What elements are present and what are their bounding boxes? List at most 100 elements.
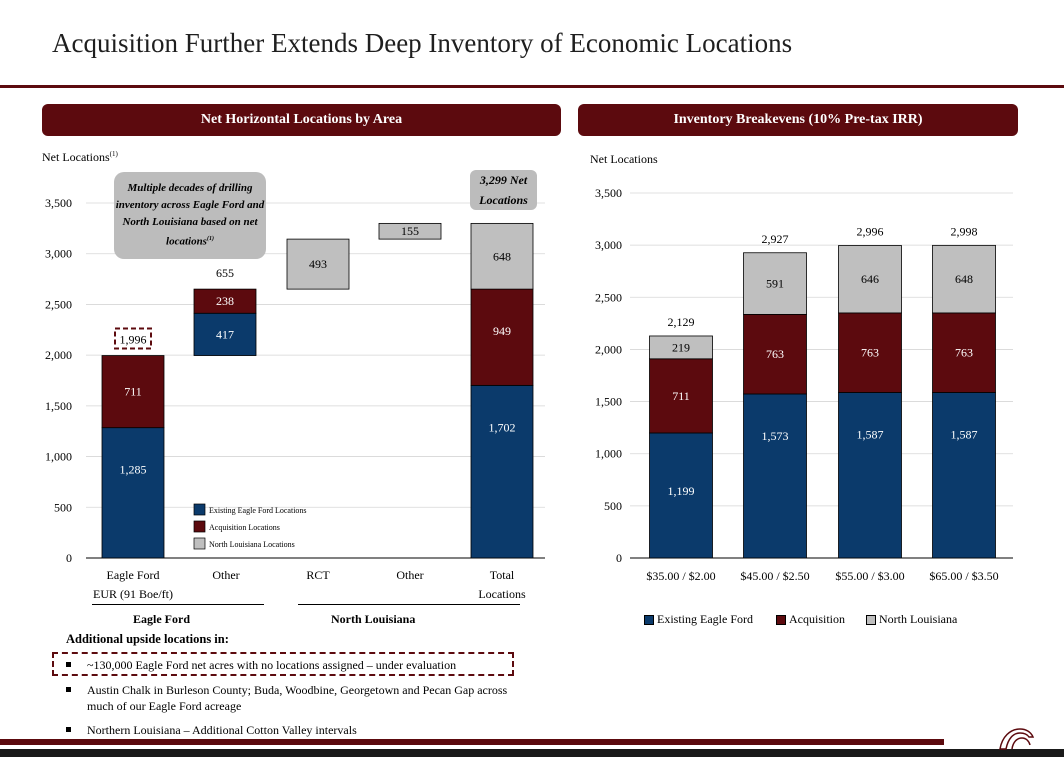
bar-value-label: 417 [216, 327, 234, 341]
x-tick-label: $55.00 / $3.00 [835, 569, 904, 583]
y-tick-label: 1,000 [595, 447, 622, 461]
north-louisiana-group-rule [298, 604, 520, 605]
y-tick-label: 2,000 [595, 342, 622, 356]
company-logo-icon [999, 728, 1035, 750]
bar-segment [743, 252, 807, 315]
bar-value-label: 648 [493, 249, 511, 263]
bar-value-label: 1,199 [668, 484, 695, 498]
x-label-line: Other [396, 568, 424, 582]
y-tick-label: 3,000 [45, 247, 72, 261]
legend-swatch [193, 503, 206, 516]
bullet-marker [66, 661, 71, 667]
right-legend-existing: Existing Eagle Ford [644, 612, 753, 627]
y-tick-label: 2,500 [45, 297, 72, 311]
total-callout-line2: Locations [479, 193, 528, 207]
bar-segment [743, 393, 807, 559]
bar-segment [470, 384, 534, 559]
left-panel-header: Net Horizontal Locations by Area [42, 104, 561, 136]
x-tick-label: $65.00 / $3.50 [929, 569, 998, 583]
bar-value-label: 711 [124, 385, 142, 399]
bar-value-label: 591 [766, 277, 784, 291]
bullet-text: Northern Louisiana – Additional Cotton V… [87, 723, 357, 737]
legend-swatch-north-louisiana [866, 614, 876, 625]
y-tick-label: 3,500 [595, 186, 622, 200]
upside-title: Additional upside locations in: [66, 632, 229, 646]
bar-segment [649, 358, 713, 434]
legend-label: Existing Eagle Ford Locations [209, 506, 307, 515]
bar-segment [932, 312, 996, 393]
bar-segment [101, 427, 165, 559]
total-net-locations-callout: 3,299 Net Locations [470, 170, 537, 210]
right-legend-acquisition: Acquisition [776, 612, 845, 627]
bullet-text: ~130,000 Eagle Ford net acres with no lo… [87, 658, 457, 672]
bar-value-label: 648 [955, 272, 973, 286]
bar-segment [838, 392, 902, 559]
left-y-axis-title: Net Locations(1) [42, 150, 118, 165]
bottom-strip [0, 749, 1064, 757]
legend-label: Acquisition Locations [209, 523, 280, 532]
callout-footnote: (1) [206, 236, 214, 243]
x-tick-label: $45.00 / $2.50 [740, 569, 809, 583]
slide-title: Acquisition Further Extends Deep Invento… [52, 28, 793, 58]
bullet-text: Austin Chalk in Burleson County; Buda, W… [87, 683, 508, 713]
legend-swatch [193, 520, 206, 533]
bar-total-label: 2,996 [857, 225, 884, 239]
left-x-label-other-nl: Other [360, 566, 460, 585]
y-tick-label: 3,000 [595, 238, 622, 252]
legend-swatch [193, 537, 206, 550]
x-label-line: EUR (91 Boe/ft) [93, 587, 173, 601]
bar-value-label: 711 [672, 389, 690, 403]
bar-segment [286, 238, 350, 290]
bar-segment [378, 222, 442, 240]
bar-value-label: 949 [493, 324, 511, 338]
upside-highlight-box [52, 652, 514, 676]
legend-label: Existing Eagle Ford [657, 612, 753, 626]
upside-bullet: ~130,000 Eagle Ford net acres with no lo… [66, 657, 456, 673]
bar-value-label: 1,702 [489, 420, 516, 434]
left-chart: 0 500 1,000 1,500 2,000 2,500 3,000 3,500 1,285 7… [45, 196, 545, 565]
y-tick-label: 0 [66, 551, 72, 565]
bullet-marker [66, 726, 71, 732]
y-tick-label: 2,500 [595, 290, 622, 304]
left-y-axis-title-text: Net Locations [42, 150, 110, 164]
bar-value-label: 763 [766, 347, 784, 361]
bar-value-label: 763 [861, 346, 879, 360]
left-x-label-eagle-ford: Eagle Ford EUR (91 Boe/ft) [83, 566, 183, 604]
right-panel-header: Inventory Breakevens (10% Pre-tax IRR) [578, 104, 1018, 136]
total-callout-line1: 3,299 Net [479, 173, 528, 187]
y-tick-label: 2,000 [45, 348, 72, 362]
legend-swatch-existing [644, 614, 654, 625]
bar-value-label: 493 [309, 257, 327, 271]
bar-value-label: 763 [955, 346, 973, 360]
drilling-decades-callout: Multiple decades of drilling inventory a… [114, 172, 266, 259]
y-tick-label: 3,500 [45, 196, 72, 210]
y-tick-label: 1,500 [595, 395, 622, 409]
bar-segment [649, 432, 713, 559]
bar-total-label: 1,996 [120, 333, 147, 347]
x-tick-label: $35.00 / $2.00 [646, 569, 715, 583]
bar-value-label: 155 [401, 224, 419, 238]
bar-value-label: 1,285 [120, 463, 147, 477]
bar-total-label: 2,129 [668, 315, 695, 329]
x-label-line: Total [489, 568, 515, 582]
bar-total-label: 2,927 [762, 232, 789, 246]
footer-bar [0, 739, 944, 745]
bar-segment [838, 245, 902, 314]
bar-segment [932, 392, 996, 559]
legend-label: North Louisiana [879, 612, 958, 626]
group-label-eagle-ford: Eagle Ford [133, 612, 190, 626]
bar-segment [649, 335, 713, 360]
y-tick-label: 1,500 [45, 399, 72, 413]
bar-value-label: 1,573 [762, 429, 789, 443]
bar-total-label: 655 [216, 266, 234, 280]
bar-segment [932, 244, 996, 314]
eagle-ford-group-rule [92, 604, 264, 605]
legend-swatch-acquisition [776, 614, 786, 625]
y-tick-label: 1,000 [45, 450, 72, 464]
upside-bullet: Northern Louisiana – Additional Cotton V… [66, 722, 357, 738]
bar-segment [101, 355, 165, 429]
right-legend-north-louisiana: North Louisiana [866, 612, 957, 627]
bar-segment [470, 222, 534, 290]
bullet-marker [66, 686, 71, 692]
left-y-axis-footnote: (1) [109, 150, 118, 158]
